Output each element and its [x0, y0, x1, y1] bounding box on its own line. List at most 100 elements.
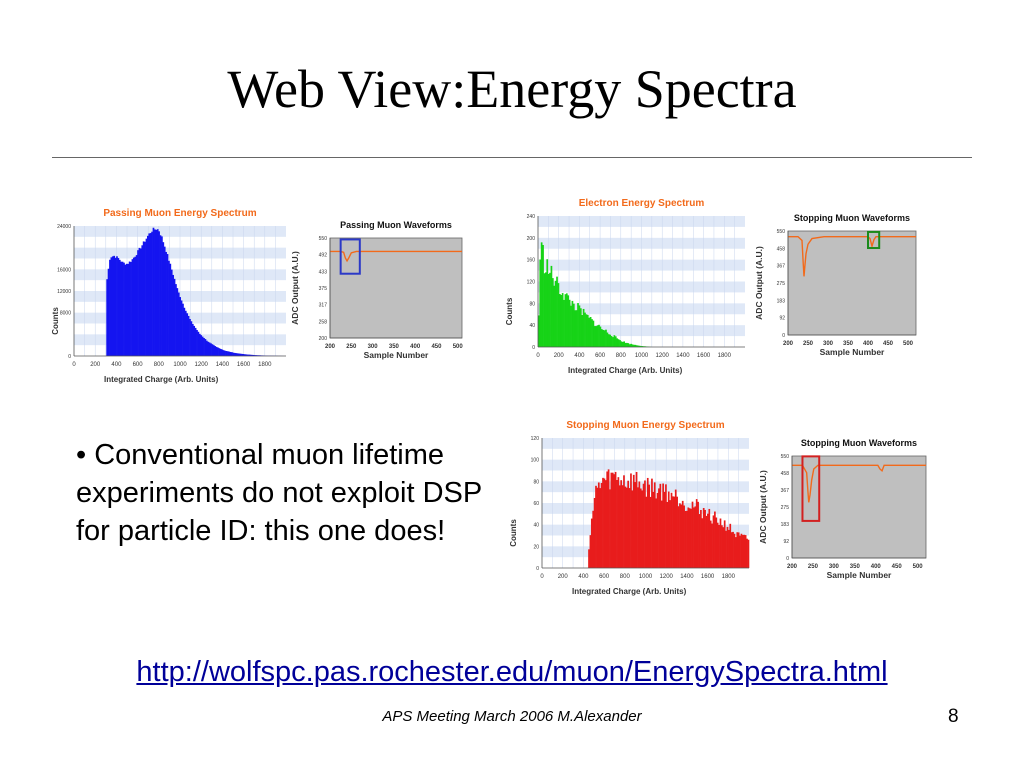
x-tick-label: 350: [389, 344, 400, 350]
y-axis-label: ADC Output (A.U.): [290, 251, 300, 325]
histogram-bar: [616, 479, 618, 568]
x-axis-label: Integrated Charge (Arb. Units): [104, 375, 219, 384]
energy-spectra-link[interactable]: http://wolfspc.pas.rochester.edu/muon/En…: [136, 656, 888, 688]
x-tick-label: 1000: [639, 574, 653, 580]
histogram-bar: [726, 526, 729, 568]
histogram-bar: [177, 292, 180, 356]
y-axis-label: ADC Output (A.U.): [754, 246, 764, 320]
histogram-bar: [598, 324, 600, 347]
histogram-bar: [645, 496, 648, 568]
histogram-bar: [628, 344, 631, 347]
histogram-bar: [228, 351, 231, 356]
plot-area: [787, 230, 917, 336]
y-tick-label: 183: [781, 522, 790, 528]
x-axis-label: Sample Number: [827, 570, 892, 580]
x-tick-label: 1200: [656, 353, 670, 359]
x-axis-label: Integrated Charge (Arb. Units): [568, 366, 683, 375]
histogram-bar: [553, 285, 556, 347]
y-tick-label: 0: [536, 566, 539, 572]
x-tick-label: 350: [843, 341, 854, 347]
x-axis-label: Integrated Charge (Arb. Units): [572, 587, 687, 596]
histogram-bar: [224, 350, 226, 356]
histogram-bar: [618, 485, 621, 568]
histogram-bar: [556, 276, 558, 347]
x-tick-label: 400: [871, 564, 882, 570]
histogram-bar: [603, 478, 606, 568]
histogram-bar: [147, 235, 149, 356]
histogram-bar: [674, 489, 677, 568]
histogram-bar: [130, 261, 132, 356]
histogram-bar: [746, 538, 748, 568]
y-tick-label: 275: [781, 505, 790, 511]
x-tick-label: 600: [133, 362, 144, 368]
histogram-bar: [234, 352, 236, 356]
y-tick-label: 200: [527, 236, 536, 242]
histogram-bar: [189, 318, 191, 356]
histogram-bar: [564, 294, 567, 347]
chart-title: Passing Muon Energy Spectrum: [103, 208, 256, 219]
x-tick-label: 500: [903, 341, 914, 347]
y-tick-label: 367: [777, 264, 786, 270]
histogram-bar: [733, 533, 736, 568]
histogram-bar: [627, 343, 630, 347]
y-tick-label: 0: [532, 345, 535, 351]
chart-title: Stopping Muon Waveforms: [801, 438, 917, 448]
histogram-bar: [117, 258, 120, 356]
x-tick-label: 1400: [676, 353, 690, 359]
histogram-bar: [686, 510, 688, 568]
histogram-bar: [665, 484, 667, 568]
histogram-bar: [634, 482, 637, 568]
histogram-bar: [729, 523, 732, 568]
histogram-bar: [737, 532, 740, 568]
waveform-line: [788, 235, 916, 277]
histogram-bar: [565, 293, 568, 347]
histogram-bar: [252, 354, 255, 356]
highlight-box: [339, 238, 361, 275]
histogram-bar: [207, 341, 210, 356]
histogram-bar: [659, 483, 662, 568]
histogram-bar: [613, 474, 616, 568]
histogram-bar: [613, 335, 616, 347]
histogram-bar: [154, 229, 156, 356]
x-tick-label: 200: [554, 353, 565, 359]
x-axis-label: Sample Number: [820, 347, 885, 357]
histogram-bar: [609, 334, 612, 347]
histogram-bar: [683, 505, 685, 568]
stopping-muon-waveforms-chart-bottom: Stopping Muon Waveforms 200 250 300 350 400 45…: [756, 430, 932, 580]
x-tick-label: 1400: [216, 362, 230, 368]
histogram-bar: [593, 326, 596, 347]
x-tick-label: 1600: [697, 353, 711, 359]
histogram-bar: [538, 315, 540, 347]
histogram-bar: [722, 527, 725, 568]
histogram-bar: [238, 353, 240, 356]
y-tick-label: 92: [779, 316, 785, 322]
histogram-bar: [617, 339, 620, 347]
y-tick-label: 240: [527, 214, 536, 220]
histogram-bar: [579, 308, 582, 347]
histogram-bar: [607, 334, 610, 347]
histogram-bar: [560, 294, 563, 347]
y-tick-label: 8000: [60, 311, 71, 317]
histogram-bar: [744, 535, 747, 568]
histogram-bar: [723, 520, 726, 568]
histogram-bar: [714, 511, 716, 568]
histogram-bar: [187, 315, 190, 356]
histogram-bar: [630, 473, 632, 568]
highlight-box: [867, 230, 881, 250]
histogram-bar: [204, 339, 207, 356]
histogram-bar: [735, 537, 737, 568]
histogram-bar: [131, 259, 134, 356]
histogram-bar: [550, 265, 553, 347]
x-tick-label: 200: [90, 362, 101, 368]
histogram-bar: [599, 488, 602, 568]
histogram-bar: [169, 263, 172, 356]
x-tick-label: 0: [72, 362, 76, 368]
histogram-bar: [704, 509, 706, 568]
y-tick-label: 200: [319, 336, 328, 342]
histogram-bar: [730, 532, 733, 568]
histogram-bar: [635, 345, 638, 347]
histogram-bar: [590, 518, 593, 568]
histogram-bar: [149, 233, 152, 356]
histogram-bar: [666, 501, 669, 568]
